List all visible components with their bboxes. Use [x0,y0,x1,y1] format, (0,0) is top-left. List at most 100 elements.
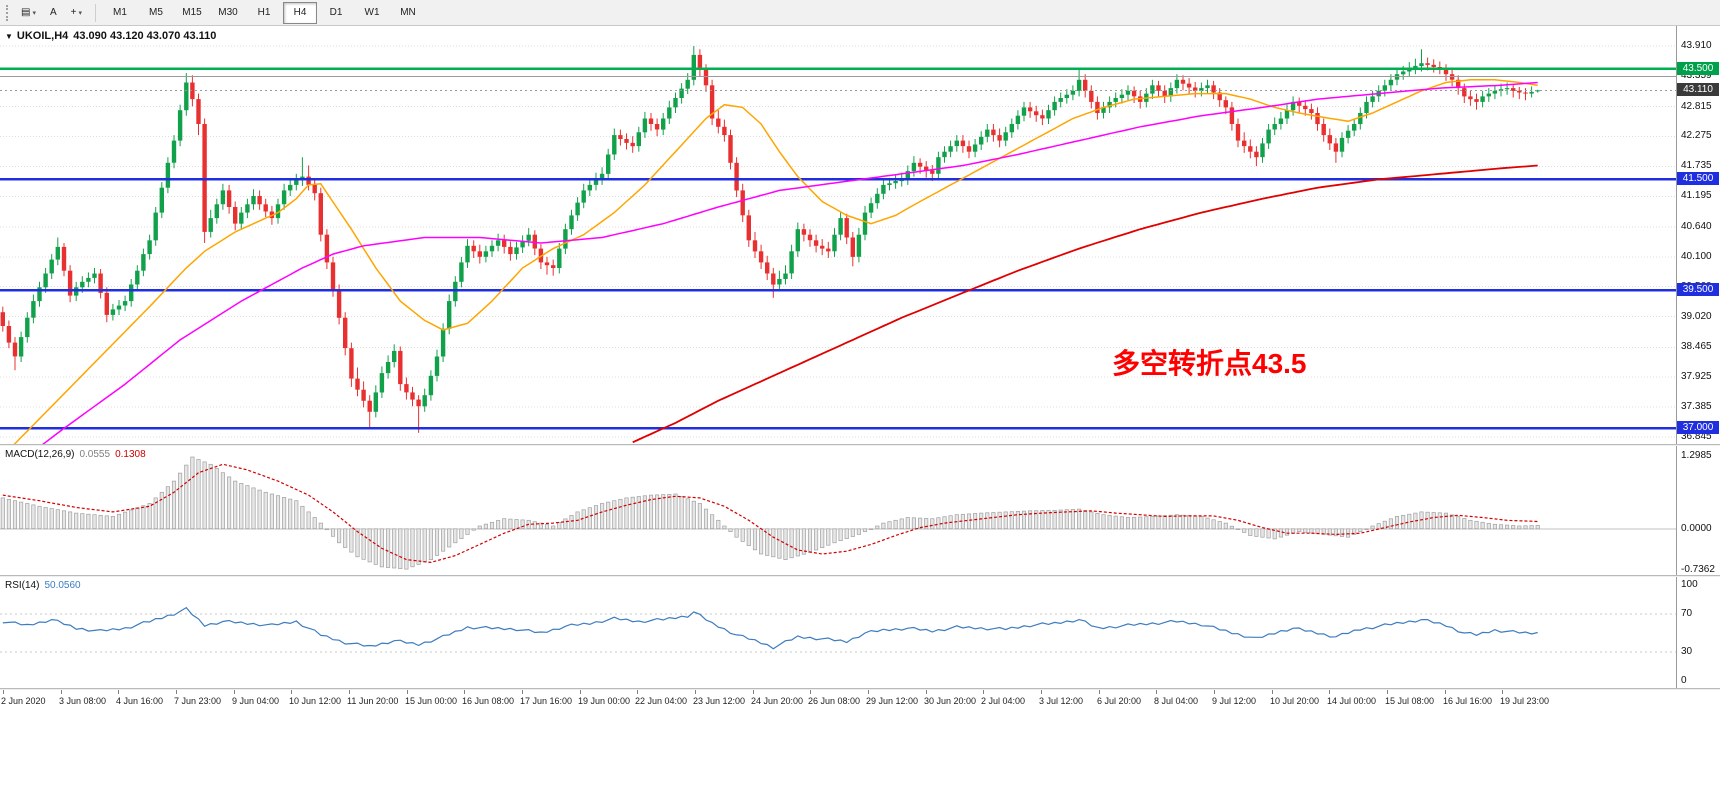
time-axis[interactable]: 2 Jun 2020 3 Jun 08:00 4 Jun 16:00 7 Jun 23… [0,690,1720,712]
chart-templates-button[interactable]: ▤ ▾ [15,2,42,24]
time-axis-label: 15 Jun 00:00 [405,696,458,706]
price-scale-border [1676,26,1677,690]
time-tick [118,690,119,694]
price-axis-label: 40.100 [1681,251,1712,262]
price-chip-39.500: 39.500 [1677,283,1719,296]
ma-medium-magenta [40,81,1538,445]
price-axis-label: 41.195 [1681,190,1712,201]
candles [0,46,1540,433]
price-chip-43.500: 43.500 [1677,62,1719,75]
macd-scale-label: 1.2985 [1681,450,1712,461]
rsi-levels [0,613,1676,653]
text-tool-icon: A [49,7,57,18]
chart-templates-icon: ▤ [21,7,31,18]
price-axis-label: 43.910 [1681,40,1712,51]
time-axis-label: 9 Jul 12:00 [1212,696,1257,706]
price-axis-label: 43.359 [1681,70,1712,81]
time-axis-label: 22 Jun 04:00 [635,696,688,706]
time-tick [234,690,235,694]
timeframe-button-m5[interactable]: M5 [149,7,163,18]
price-chart-canvas[interactable] [0,26,1676,445]
price-chip-37.000: 37.000 [1677,421,1719,434]
time-axis-label: 10 Jun 12:00 [289,696,342,706]
time-tick [810,690,811,694]
time-axis-label: 24 Jun 20:00 [751,696,804,706]
time-axis-label: 2 Jun 2020 [1,696,46,706]
toolbar-grip[interactable] [6,4,8,21]
timeframe-button-d1[interactable]: D1 [329,7,343,18]
rsi-scale-label: 30 [1681,646,1693,657]
timeframe-button-h1[interactable]: H1 [257,7,271,18]
price-axis[interactable]: 43.910 43.359 42.815 42.275 41.735 41.195 40.6… [1677,26,1720,690]
panel-divider[interactable] [0,444,1720,446]
chevron-down-icon: ▾ [32,9,36,17]
timeframe-button-m30[interactable]: M30 [218,7,238,18]
time-axis-label: 2 Jul 04:00 [981,696,1026,706]
macd-main-value: 0.0555 [79,449,111,460]
time-tick [926,690,927,694]
timeframe-button-w1[interactable]: W1 [364,7,380,18]
time-axis-label: 15 Jul 08:00 [1385,696,1435,706]
annotation-text: 多空转折点43.5 [1112,348,1307,379]
price-axis-label: 37.925 [1681,371,1712,382]
time-tick [349,690,350,694]
grid-lines [0,45,1676,438]
rsi-indicator-name: RSI(14) [5,580,40,591]
time-tick [1445,690,1446,694]
time-tick [407,690,408,694]
panel-divider[interactable] [0,575,1720,577]
time-tick [753,690,754,694]
macd-label: MACD(12,26,9) 0.0555 0.1308 [5,449,146,460]
price-axis-label: 39.020 [1681,311,1712,322]
time-axis-label: 7 Jun 23:00 [174,696,222,706]
chevron-down-icon: ▾ [78,9,82,17]
time-axis-label: 10 Jul 20:00 [1270,696,1320,706]
rsi-scale-label: 0 [1681,675,1687,686]
rsi-panel-canvas[interactable] [0,577,1676,689]
macd-histogram [0,456,1540,570]
timeframe-button-mn[interactable]: MN [400,7,416,18]
time-axis-label: 29 Jun 12:00 [866,696,919,706]
timeframe-button-m15[interactable]: M15 [182,7,202,18]
time-tick [637,690,638,694]
moving-averages [12,79,1538,445]
time-axis-label: 6 Jul 20:00 [1097,696,1142,706]
time-tick [1041,690,1042,694]
draw-tools-button[interactable]: + ▾ [65,2,88,24]
time-tick [868,690,869,694]
time-tick [983,690,984,694]
toolbar-separator [95,3,96,22]
rsi-value: 50.0560 [44,580,81,591]
ohlc-values: 43.090 43.120 43.070 43.110 [73,30,217,42]
horizontal-lines [0,67,1676,430]
rsi-scale-label: 100 [1681,579,1698,590]
time-tick [464,690,465,694]
time-axis-label: 30 Jun 20:00 [924,696,977,706]
panel-divider[interactable] [0,688,1720,690]
time-tick [1099,690,1100,694]
time-tick [176,690,177,694]
price-chip-43.110: 43.110 [1677,83,1719,96]
macd-panel-canvas[interactable] [0,446,1676,576]
ma-slow-red [632,164,1538,444]
time-axis-label: 14 Jul 00:00 [1327,696,1377,706]
time-axis-label: 16 Jun 08:00 [462,696,515,706]
text-tool-button[interactable]: A [44,2,63,24]
ma-fast-orange [12,79,1538,445]
price-axis-label: 41.735 [1681,160,1712,171]
timeframe-button-h4[interactable]: H4 [283,1,317,24]
symbol-dropdown-icon: ▼ [5,32,13,41]
time-tick [1387,690,1388,694]
timeframe-button-m1[interactable]: M1 [113,7,127,18]
chart-title: ▼ UKOIL,H4 43.090 43.120 43.070 43.110 [5,30,221,42]
time-axis-label: 11 Jun 20:00 [347,696,399,706]
macd-scale-label: 0.0000 [1681,523,1712,534]
time-axis-label: 19 Jun 00:00 [578,696,631,706]
draw-tools-icon: + [70,7,77,18]
time-axis-label: 3 Jun 08:00 [59,696,107,706]
time-axis-label: 17 Jun 16:00 [520,696,573,706]
macd-signal-line [2,463,1538,564]
time-tick [291,690,292,694]
time-tick [3,690,4,694]
time-tick [522,690,523,694]
